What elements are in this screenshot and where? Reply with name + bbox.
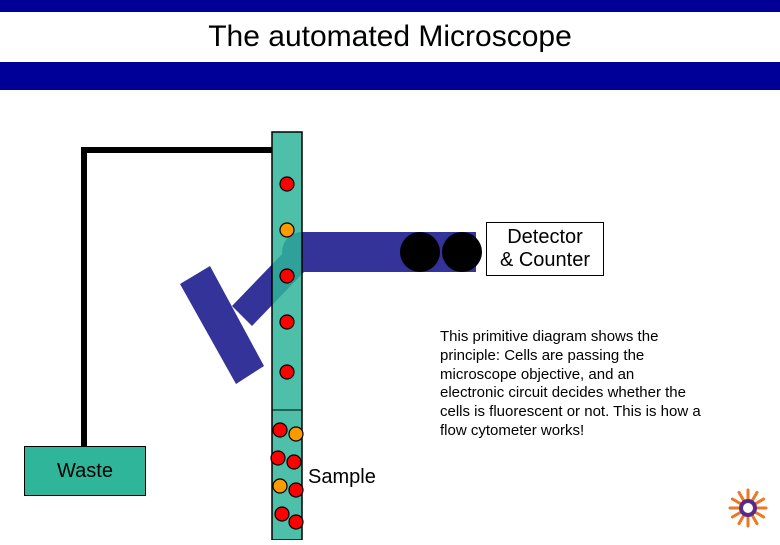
sample-label: Sample [308,466,376,489]
brand-logo-icon [728,488,768,528]
page-title: The automated Microscope [208,20,572,54]
waste-label: Waste [57,460,113,483]
waste-box: Waste [24,446,146,496]
detector-box: Detector & Counter [486,222,604,276]
title-strip: The automated Microscope [0,12,780,62]
diagram: Waste Detector & Counter Sample This pri… [0,90,780,540]
description-text: This primitive diagram shows the princip… [440,328,702,441]
detector-label: Detector & Counter [500,226,590,272]
header: The automated Microscope [0,0,780,90]
